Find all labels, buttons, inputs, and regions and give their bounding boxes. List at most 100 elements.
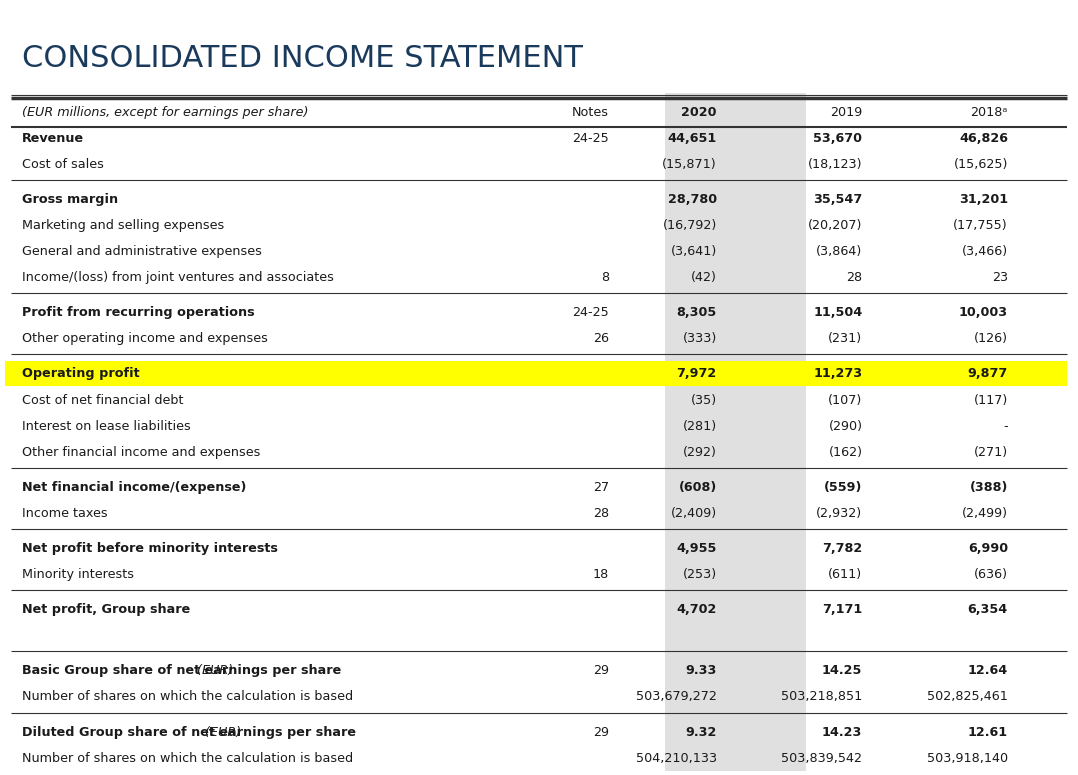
Text: (126): (126) [973,332,1008,346]
Text: (42): (42) [691,271,717,284]
Text: Profit from recurring operations: Profit from recurring operations [22,306,254,319]
Text: 9,877: 9,877 [968,367,1008,381]
Text: (281): (281) [682,419,717,432]
Text: (117): (117) [973,394,1008,407]
Text: Cost of sales: Cost of sales [22,158,103,170]
Text: Other operating income and expenses: Other operating income and expenses [22,332,267,346]
Text: Income/(loss) from joint ventures and associates: Income/(loss) from joint ventures and as… [22,271,333,284]
Text: 11,504: 11,504 [813,306,862,319]
Bar [665,93,806,771]
Text: (333): (333) [682,332,717,346]
Text: 23: 23 [992,271,1008,284]
Text: 2018ᵃ: 2018ᵃ [970,105,1008,119]
Text: Notes: Notes [572,105,609,119]
Text: 12.64: 12.64 [968,664,1008,677]
Text: (611): (611) [828,568,862,581]
Text: 18: 18 [593,568,609,581]
Text: 7,782: 7,782 [823,542,862,555]
Text: 12.61: 12.61 [968,725,1008,739]
Text: 504,210,133: 504,210,133 [636,752,717,765]
Text: -: - [1004,419,1008,432]
Text: 53,670: 53,670 [814,132,862,145]
Text: 24-25: 24-25 [572,306,609,319]
Text: 503,918,140: 503,918,140 [927,752,1008,765]
Text: (636): (636) [973,568,1008,581]
Text: Basic Group share of net earnings per share: Basic Group share of net earnings per sh… [22,664,341,677]
Text: Number of shares on which the calculation is based: Number of shares on which the calculatio… [22,752,353,765]
Text: 31,201: 31,201 [958,193,1008,206]
Text: Income taxes: Income taxes [22,507,107,520]
Text: 4,702: 4,702 [677,603,717,616]
Text: General and administrative expenses: General and administrative expenses [22,245,262,258]
Text: 2019: 2019 [830,105,862,119]
Text: 502,825,461: 502,825,461 [927,691,1008,704]
Text: 6,354: 6,354 [968,603,1008,616]
Text: Cost of net financial debt: Cost of net financial debt [22,394,183,407]
Text: 24-25: 24-25 [572,132,609,145]
Text: Operating profit: Operating profit [22,367,139,381]
Text: 29: 29 [593,725,609,739]
Text: 35,547: 35,547 [813,193,862,206]
Text: Net profit, Group share: Net profit, Group share [22,603,190,616]
Text: 28: 28 [593,507,609,520]
Text: (15,871): (15,871) [662,158,717,170]
Text: Diluted Group share of net earnings per share: Diluted Group share of net earnings per … [22,725,356,739]
Text: (559): (559) [824,480,862,494]
Text: 14.25: 14.25 [823,664,862,677]
Text: 11,273: 11,273 [813,367,862,381]
Text: (3,864): (3,864) [816,245,862,258]
Text: (15,625): (15,625) [954,158,1008,170]
Text: 10,003: 10,003 [958,306,1008,319]
Text: 7,972: 7,972 [677,367,717,381]
Text: (388): (388) [969,480,1008,494]
Text: (290): (290) [828,419,862,432]
Text: 29: 29 [593,664,609,677]
Text: 503,839,542: 503,839,542 [782,752,862,765]
Text: 9.33: 9.33 [686,664,717,677]
Text: (EUR): (EUR) [193,664,233,677]
Text: Revenue: Revenue [22,132,84,145]
Text: (2,932): (2,932) [816,507,862,520]
Text: 27: 27 [593,480,609,494]
Text: 503,218,851: 503,218,851 [782,691,862,704]
Text: (35): (35) [691,394,717,407]
Text: 28: 28 [846,271,862,284]
Text: CONSOLIDATED INCOME STATEMENT: CONSOLIDATED INCOME STATEMENT [22,43,582,73]
Text: 6,990: 6,990 [968,542,1008,555]
Text: (231): (231) [828,332,862,346]
Bar [5,361,1067,387]
Text: (253): (253) [682,568,717,581]
Text: Gross margin: Gross margin [22,193,118,206]
Text: 46,826: 46,826 [959,132,1008,145]
Text: (107): (107) [828,394,862,407]
Text: 14.23: 14.23 [823,725,862,739]
Text: Marketing and selling expenses: Marketing and selling expenses [22,219,224,232]
Text: Minority interests: Minority interests [22,568,134,581]
Text: 28,780: 28,780 [667,193,717,206]
Text: 7,171: 7,171 [823,603,862,616]
Text: (3,466): (3,466) [962,245,1008,258]
Text: Net financial income/(expense): Net financial income/(expense) [22,480,246,494]
Text: (2,499): (2,499) [962,507,1008,520]
Text: 4,955: 4,955 [677,542,717,555]
Text: (162): (162) [828,446,862,459]
Text: (292): (292) [683,446,717,459]
Text: Other financial income and expenses: Other financial income and expenses [22,446,260,459]
Text: (16,792): (16,792) [663,219,717,232]
Text: 8,305: 8,305 [677,306,717,319]
Text: Net profit before minority interests: Net profit before minority interests [22,542,277,555]
Text: (271): (271) [973,446,1008,459]
Text: (17,755): (17,755) [953,219,1008,232]
Text: 8: 8 [600,271,609,284]
Text: Number of shares on which the calculation is based: Number of shares on which the calculatio… [22,691,353,704]
Text: (2,409): (2,409) [671,507,717,520]
Text: 26: 26 [593,332,609,346]
Text: 9.32: 9.32 [686,725,717,739]
Text: (608): (608) [679,480,717,494]
Text: (3,641): (3,641) [671,245,717,258]
Text: 2020: 2020 [681,105,717,119]
Text: Interest on lease liabilities: Interest on lease liabilities [22,419,191,432]
Text: (EUR): (EUR) [201,725,241,739]
Text: 44,651: 44,651 [667,132,717,145]
Text: (18,123): (18,123) [807,158,862,170]
